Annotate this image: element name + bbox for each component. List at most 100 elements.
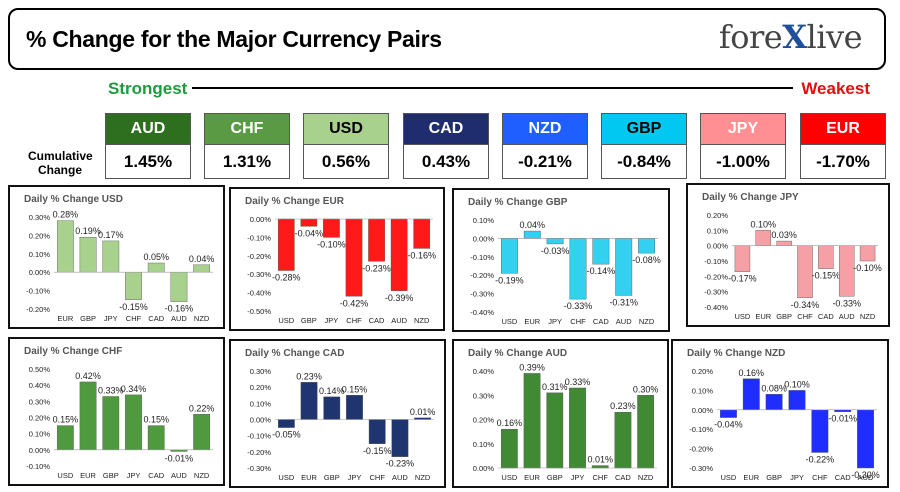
data-label: 0.14% [319,386,345,396]
cumulative-change-value: 1.31% [222,152,272,171]
bar [277,218,295,271]
y-tick-label: -0.10% [470,253,494,262]
bar [368,218,385,262]
chart-title: Daily % Change USD [24,194,123,205]
category-label: AUD [858,473,874,482]
y-tick-label: -0.10% [689,425,713,434]
currency-code: CAD [404,114,488,145]
bar [720,409,737,418]
bar [193,264,211,273]
category-label: CAD [148,471,164,480]
chart-svg: Daily % Change CHF-0.10%0.00%0.10%0.20%0… [24,346,214,480]
chart-svg: Daily % Change NZD -0.30% -0.20% -0.10% 0.00… [687,348,880,482]
y-tick-label: 0.40% [473,367,495,376]
category-label: GBP [766,473,782,482]
category-label: AUD [171,314,187,323]
category-label: USD [501,473,517,482]
data-label: 0.30% [633,384,659,394]
bar [323,396,341,420]
y-tick-label: -0.10% [704,257,728,266]
forexlive-logo: foreXlive [718,18,863,56]
data-label: -0.05% [272,430,301,440]
data-label: -0.14% [587,266,616,276]
category-label: USD [721,473,737,482]
data-label: -0.03% [541,246,570,256]
bar [390,218,408,291]
y-tick-label: 0.20% [473,416,495,425]
chart-title: Daily % Change CAD [245,348,344,359]
strength-scale-line [192,87,793,89]
chart-title: Daily % Change AUD [468,348,567,359]
data-label: 0.01% [587,455,613,465]
data-label: 0.04% [189,254,215,264]
bar [569,387,586,469]
chart-title: Daily % Change JPY [702,192,799,203]
currency-code: NZD [503,114,587,145]
currency-code: JPY [701,114,785,145]
y-tick-label: -0.40% [247,289,271,298]
data-label: 0.04% [520,220,546,230]
data-label: -0.15% [812,271,841,281]
category-label: NZD [638,473,654,482]
data-label: 0.39% [519,362,545,372]
data-label: 0.01% [410,407,436,417]
y-tick-label: -0.20% [689,445,713,454]
bar [102,396,120,451]
category-label: CHF [593,473,609,482]
category-label: NZD [414,316,430,325]
data-label: -0.01% [165,453,194,463]
y-tick-label: 0.40% [29,381,51,390]
y-tick-label: 0.00% [29,446,51,455]
logo-left: fore [718,18,783,56]
y-tick-label: -0.20% [704,272,728,281]
bar [413,218,431,249]
data-label: 0.10% [784,379,810,389]
currency-code: GBP [602,114,686,145]
cumulative-change-value: -1.00% [716,152,770,171]
y-tick-label: 0.10% [29,250,51,259]
bar [147,425,165,451]
bar [300,382,318,420]
chart-title: Daily % Change NZD [687,348,785,359]
category-label: CAD [835,473,851,482]
bar [765,394,783,410]
bar [742,378,760,410]
y-tick-label: 0.20% [29,414,51,423]
category-label: EUR [301,473,317,482]
y-tick-label: 0.10% [250,399,272,408]
y-tick-label: 0.00% [250,215,272,224]
data-label: 0.28% [53,210,79,220]
category-label: JPY [127,471,141,480]
category-label: GBP [103,471,119,480]
data-label: -0.16% [165,304,194,314]
y-tick-label: 0.00% [250,416,272,425]
currency-card-aud: AUD 1.45% [105,113,191,179]
bar [523,230,541,239]
cumulative-change-value: -0.21% [518,152,572,171]
bar [56,220,74,273]
bar [300,218,318,227]
category-label: JPY [348,473,362,482]
category-label: NZD [860,312,876,321]
category-label: CAD [369,316,385,325]
y-tick-label: 0.20% [29,231,51,240]
data-label: -0.04% [295,228,324,238]
bar [637,395,655,469]
bar [638,238,655,254]
y-tick-label: 0.00% [707,242,729,251]
y-tick-label: -0.10% [26,462,50,471]
bar [193,414,211,451]
bar [170,271,188,302]
y-tick-label: -0.10% [247,233,271,242]
weakest-label: Weakest [801,79,870,98]
y-tick-label: 0.30% [29,397,51,406]
category-label: NZD [194,314,210,323]
category-label: JPY [104,314,118,323]
y-tick-label: 0.10% [29,430,51,439]
bar [79,237,97,273]
currency-card-cad: CAD 0.43% [403,113,489,179]
bar [345,218,363,297]
category-label: AUD [171,471,187,480]
data-label: 0.33% [98,385,124,395]
logo-x: X [782,18,807,56]
